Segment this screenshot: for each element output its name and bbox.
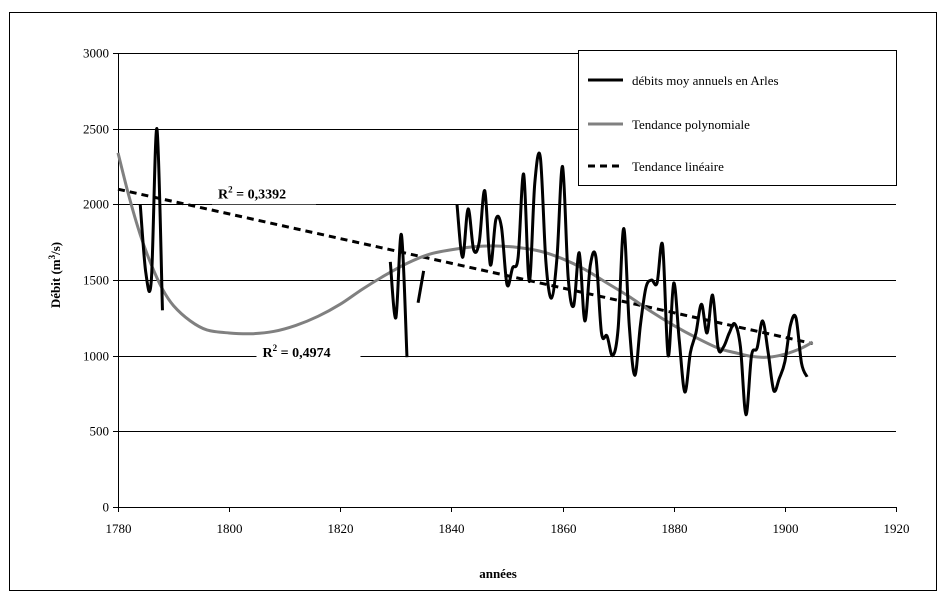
y-tick-label-3000: 3000 [83,46,109,61]
legend-box [578,50,897,186]
y-tick-label-1500: 1500 [83,273,109,288]
legend: débits moy annuels en Arles Tendance pol… [578,50,897,186]
annotation-bg-2 [256,341,361,364]
y-tick-labels: 0 500 1000 1500 2000 2500 3000 [83,46,109,515]
y-tick-label-0: 0 [103,500,110,515]
series-line-linear-trend [117,187,813,346]
x-tick-labels: 1780 1800 1820 1840 1860 1880 1900 1920 [106,521,910,536]
x-tick-label-1840: 1840 [439,521,465,536]
x-axis-label: années [479,566,517,581]
annotation-r2-2: R2 = 0,4974 [262,343,330,361]
legend-label-linear: Tendance linéaire [632,159,724,174]
x-tick-label-1880: 1880 [662,521,688,536]
x-tick-label-1900: 1900 [773,521,799,536]
legend-label-data: débits moy annuels en Arles [632,73,779,88]
series-line-arles-discharge-segment-3 [416,270,426,303]
y-tick-label-1000: 1000 [83,349,109,364]
annotation-bg-1 [212,182,317,205]
annotation-r2-1: R2 = 0,3392 [218,184,286,202]
axes [113,53,897,512]
x-tick-label-1780: 1780 [106,521,132,536]
x-tick-label-1820: 1820 [328,521,354,536]
series-line-arles-discharge-segment-1 [138,127,164,311]
series-group [116,127,814,417]
x-tick-label-1860: 1860 [551,521,577,536]
series-line-arles-discharge-segment-4 [455,151,809,417]
y-tick-label-2500: 2500 [83,122,109,137]
y-tick-label-2000: 2000 [83,197,109,212]
y-axis-label: Débit (m3/s) [47,242,63,308]
annotations: R2 = 0,3392 R2 = 0,4974 [212,182,361,364]
series-line-arles-discharge-segment-2 [388,233,409,358]
legend-label-polynomial: Tendance polynomiale [632,117,750,132]
x-tick-label-1920: 1920 [884,521,910,536]
y-tick-label-500: 500 [90,424,110,439]
x-tick-label-1800: 1800 [217,521,243,536]
